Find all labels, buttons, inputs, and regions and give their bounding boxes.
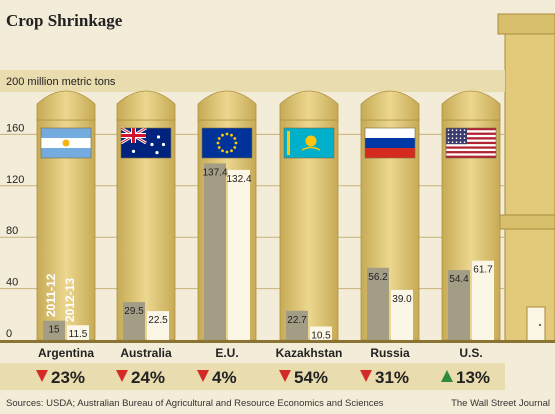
arrow-down-icon	[197, 370, 209, 382]
silo-dome	[360, 90, 420, 121]
silo-dome	[197, 90, 257, 121]
y-tick-label: 120	[6, 174, 24, 186]
change-label: 4%	[212, 368, 237, 387]
arrow-up-icon	[441, 370, 453, 382]
category-label: E.U.	[215, 346, 238, 360]
category-labels: Argentina Australia E.U. Kazakhstan Russia U.…	[38, 346, 483, 360]
value-label-2012-13: 22.5	[148, 315, 168, 326]
change-band	[0, 363, 505, 390]
arrow-down-icon	[360, 370, 372, 382]
bar-2012-13	[67, 325, 89, 340]
value-label-2012-13: 39.0	[392, 294, 412, 305]
value-label-2011-12: 22.7	[287, 315, 307, 326]
chart-title: Crop Shrinkage	[6, 11, 123, 30]
silo-dome	[116, 90, 176, 121]
value-label-2011-12: 137.4	[202, 167, 227, 178]
y-axis-ticks: 0 40 80 120 160	[6, 122, 24, 340]
kazakhstan-flag	[283, 127, 335, 159]
category-label: Kazakhstan	[276, 346, 343, 360]
y-tick-label: 40	[6, 277, 18, 289]
unit-label: 200 million metric tons	[6, 76, 116, 88]
bar-2011-12	[367, 267, 389, 340]
category-label: U.S.	[459, 346, 482, 360]
baseline	[0, 340, 555, 343]
eu-flag	[201, 127, 253, 159]
legend-2011-12: 2011-12	[44, 273, 58, 317]
value-label-2011-12: 54.4	[449, 274, 469, 285]
bar-2011-12	[123, 302, 145, 340]
silo-dome	[441, 90, 501, 121]
flags	[40, 126, 497, 159]
arrow-down-icon	[279, 370, 291, 382]
value-label-2012-13: 11.5	[69, 329, 88, 340]
barn-illustration	[497, 13, 555, 343]
y-tick-label: 80	[6, 225, 18, 237]
source-note: Sources: USDA; Australian Bureau of Agri…	[6, 398, 384, 409]
change-label: 31%	[375, 368, 409, 387]
credit: The Wall Street Journal	[451, 398, 550, 409]
arrow-down-icon	[36, 370, 48, 382]
y-tick-label: 0	[6, 328, 12, 340]
bar-2012-13	[147, 311, 169, 340]
category-label: Australia	[120, 346, 172, 360]
bars	[43, 163, 494, 340]
bar-2012-13	[228, 169, 250, 340]
bar-2011-12	[204, 163, 226, 340]
value-label-2012-13: 10.5	[311, 331, 331, 342]
us-flag	[445, 127, 497, 159]
change-label: 24%	[131, 368, 165, 387]
bar-2012-13	[472, 260, 494, 340]
value-label-2011-12: 56.2	[368, 272, 388, 283]
silo-dome	[36, 90, 96, 121]
bar-2011-12	[286, 310, 308, 340]
value-label-2012-13: 61.7	[473, 265, 493, 276]
y-tick-label: 160	[6, 122, 24, 134]
category-label: Russia	[370, 346, 410, 360]
change-label: 54%	[294, 368, 328, 387]
bar-2012-13	[310, 326, 332, 340]
value-label-2011-12: 15	[48, 325, 60, 336]
category-label: Argentina	[38, 346, 94, 360]
value-label-2012-13: 132.4	[226, 174, 251, 185]
russia-flag	[364, 127, 416, 159]
value-label-2011-12: 29.5	[124, 306, 144, 317]
change-label: 13%	[456, 368, 490, 387]
change-row: 23% 24% 4% 54% 31% 13%	[36, 368, 490, 387]
australia-flag	[120, 126, 172, 159]
top-band	[0, 70, 505, 92]
bar-2012-13	[391, 289, 413, 340]
silo-dome	[279, 90, 339, 121]
bar-2011-12	[448, 270, 470, 340]
legend-2012-13: 2012-13	[63, 278, 77, 322]
argentina-flag	[40, 127, 92, 159]
arrow-down-icon	[116, 370, 128, 382]
bar-2011-12	[43, 320, 65, 340]
change-label: 23%	[51, 368, 85, 387]
